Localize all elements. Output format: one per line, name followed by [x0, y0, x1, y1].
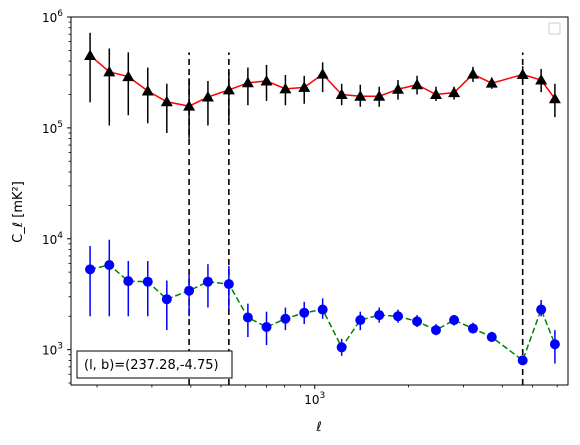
series-1-point-12 — [298, 81, 311, 92]
series-1 — [84, 32, 561, 139]
y-tick-label: 103 — [42, 342, 63, 358]
series-1-errorbars — [89, 32, 556, 139]
series-2-point-11 — [280, 313, 291, 324]
series-1-point-5 — [160, 95, 173, 107]
legend-box — [548, 22, 561, 35]
series-1-point-7 — [201, 90, 214, 102]
y-axis-ticks: 103 104 105 106 — [42, 9, 71, 384]
series-2-point-7 — [202, 276, 213, 287]
series-2-markers — [85, 260, 560, 366]
series-2-point-20 — [449, 315, 460, 326]
series-1-markers — [84, 49, 561, 111]
series-2 — [85, 239, 560, 366]
y-tick-label: 106 — [42, 9, 63, 25]
series-2-point-22 — [486, 332, 497, 343]
x-axis-ticks: 103 — [96, 385, 558, 407]
series-1-point-17 — [391, 83, 404, 94]
y-tick-label: 105 — [42, 120, 63, 136]
data-series — [84, 32, 561, 366]
series-1-point-22 — [485, 77, 498, 88]
series-1-point-2 — [103, 65, 116, 77]
series-2-point-6 — [184, 285, 195, 296]
series-1-point-10 — [260, 74, 273, 86]
series-1-point-16 — [373, 90, 386, 101]
reference-lines — [188, 52, 524, 385]
series-2-errorbars — [89, 239, 556, 365]
series-2-point-17 — [392, 311, 403, 322]
series-1-point-9 — [241, 76, 254, 88]
series-2-point-16 — [374, 310, 385, 321]
series-1-point-3 — [122, 70, 135, 82]
series-2-point-2 — [104, 260, 115, 271]
series-2-point-18 — [412, 316, 423, 327]
series-2-point-23 — [517, 355, 528, 366]
series-1-point-20 — [448, 86, 461, 98]
series-1-point-13 — [316, 68, 329, 79]
x-axis-label: ℓ — [315, 420, 321, 435]
plot-frame — [70, 16, 569, 386]
series-2-point-3 — [123, 276, 134, 287]
series-1-point-4 — [141, 85, 154, 96]
series-2-point-25 — [549, 339, 560, 350]
series-1-point-18 — [411, 78, 424, 90]
series-2-point-12 — [299, 307, 310, 318]
series-1-point-23 — [516, 68, 529, 80]
series-2-point-8 — [223, 279, 234, 290]
x-tick-label: 103 — [304, 391, 325, 407]
y-axis-label: C_ℓ [mK²] — [11, 181, 26, 243]
series-2-point-13 — [317, 304, 328, 315]
series-2-point-21 — [467, 323, 478, 334]
series-1-point-15 — [354, 90, 367, 101]
series-2-point-24 — [536, 304, 547, 315]
series-1-point-1 — [84, 49, 97, 60]
series-1-point-11 — [279, 82, 292, 94]
series-2-point-1 — [85, 264, 96, 275]
series-2-point-14 — [336, 342, 347, 353]
y-tick-label: 104 — [42, 231, 63, 247]
series-2-point-9 — [242, 312, 253, 323]
annotation-box — [76, 350, 233, 379]
series-1-point-6 — [183, 100, 196, 111]
series-1-point-14 — [335, 88, 348, 100]
series-1-point-8 — [222, 83, 235, 95]
series-2-point-5 — [161, 294, 172, 305]
series-1-point-19 — [429, 88, 442, 100]
series-1-point-21 — [466, 68, 479, 79]
series-1-point-24 — [535, 74, 548, 85]
series-1-point-25 — [548, 92, 561, 104]
series-2-point-15 — [355, 315, 366, 326]
series-2-point-19 — [430, 325, 441, 336]
series-2-point-4 — [142, 276, 153, 287]
annotation-text: (l, b)=(237.28,-4.75) — [84, 358, 219, 373]
series-2-point-10 — [261, 322, 272, 333]
